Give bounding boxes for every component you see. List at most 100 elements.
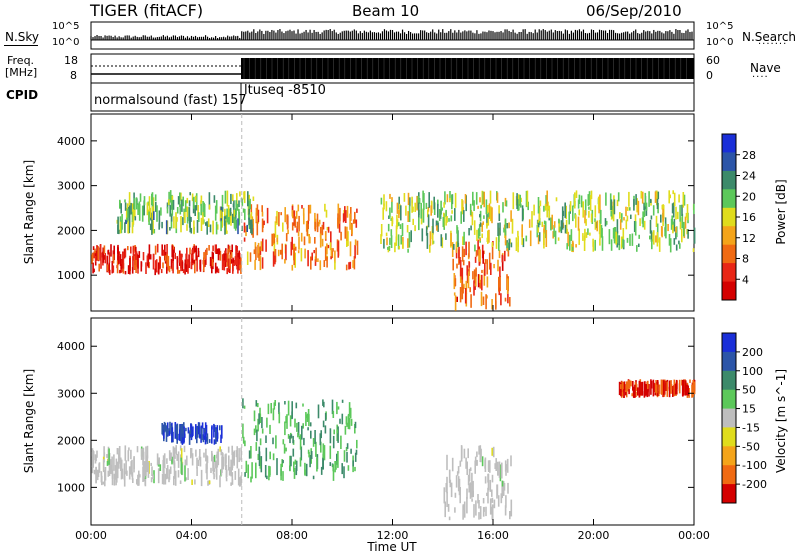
data-cell-1 (175, 424, 177, 434)
data-cell-2 (266, 475, 268, 480)
data-cell-0 (240, 450, 242, 461)
data-cell-3 (454, 278, 457, 286)
data-cell-2 (141, 205, 144, 222)
data-cell-0 (191, 258, 194, 263)
data-cell-4 (643, 212, 645, 218)
data-cell-3 (448, 469, 451, 483)
data-cell-3 (496, 462, 499, 470)
data-cell-4 (657, 191, 660, 200)
data-cell-3 (500, 293, 502, 306)
data-cell-0 (162, 262, 164, 269)
data-cell-2 (248, 194, 250, 200)
data-cell-0 (204, 260, 206, 267)
data-cell-4 (564, 224, 567, 234)
data-cell-3 (461, 283, 464, 300)
data-cell-4 (409, 197, 411, 207)
nave-dots: ···· (752, 72, 769, 83)
data-cell-3 (463, 448, 466, 459)
data-cell-4 (643, 208, 646, 217)
data-cell-2 (252, 196, 255, 201)
data-cell-4 (543, 232, 545, 249)
data-cell-1 (321, 224, 324, 236)
data-cell-4 (495, 237, 498, 249)
data-cell-2 (310, 430, 312, 439)
data-cell-2 (303, 437, 305, 446)
data-cell-2 (340, 435, 342, 449)
data-cell-0 (225, 254, 228, 263)
data-cell-0 (133, 456, 135, 469)
data-cell-2 (290, 455, 292, 467)
data-cell-1 (259, 255, 262, 271)
data-cell-4 (655, 384, 658, 394)
data-cell-1 (185, 427, 187, 432)
data-cell-4 (588, 206, 590, 210)
data-cell-2 (172, 199, 175, 210)
data-cell-3 (464, 288, 467, 304)
data-cell-4 (533, 204, 535, 216)
data-cell-1 (168, 430, 171, 436)
data-cell-0 (174, 254, 176, 260)
data-cell-2 (242, 208, 245, 213)
data-cell-4 (652, 205, 655, 216)
data-cell-2 (341, 413, 344, 425)
data-cell-4 (610, 210, 612, 217)
data-cell-0 (178, 270, 181, 274)
data-cell-0 (155, 259, 158, 273)
data-cell-4 (427, 209, 429, 218)
data-cell-4 (612, 228, 615, 239)
data-cell-0 (212, 458, 214, 472)
data-cell-2 (324, 413, 327, 421)
data-cell-2 (200, 195, 203, 203)
data-cell-4 (615, 231, 617, 245)
data-cell-4 (454, 208, 456, 221)
data-cell-3 (465, 241, 467, 256)
nsearch-label: N.Search (742, 30, 797, 44)
data-cell-4 (389, 207, 391, 218)
data-cell-1 (304, 248, 306, 259)
data-cell-4 (594, 239, 596, 251)
data-cell-2 (151, 219, 153, 235)
data-cell-0 (93, 268, 95, 273)
data-cell-0 (232, 258, 235, 263)
data-cell-4 (558, 218, 560, 224)
data-cell-2 (346, 443, 349, 449)
data-cell-3 (486, 295, 488, 299)
data-cell-4 (472, 191, 474, 206)
data-cell-4 (660, 226, 663, 236)
data-cell-3 (466, 461, 468, 475)
data-cell-2 (242, 423, 244, 439)
data-cell-3 (469, 287, 471, 293)
data-cell-0 (137, 474, 139, 486)
data-cell-4 (407, 248, 409, 253)
data-cell-4 (679, 217, 682, 230)
data-cell-2 (179, 204, 182, 215)
data-cell-1 (297, 204, 300, 212)
data-cell-1 (294, 216, 296, 228)
data-cell-0 (108, 262, 110, 274)
data-cell-0 (176, 453, 178, 461)
data-cell-1 (203, 427, 205, 439)
data-cell-1 (205, 424, 208, 435)
data-cell-2 (246, 224, 248, 232)
data-cell-4 (503, 227, 505, 233)
data-cell-2 (195, 193, 198, 205)
data-cell-4 (630, 380, 632, 387)
data-cell-1 (255, 246, 257, 261)
data-cell-1 (337, 203, 340, 220)
data-cell-2 (297, 432, 299, 438)
data-cell-4 (473, 200, 475, 211)
data-cell-2 (259, 407, 261, 419)
data-cell-4 (592, 241, 595, 252)
data-cell-4 (620, 382, 622, 397)
data-cell-1 (204, 432, 207, 445)
data-cell-2 (287, 400, 290, 416)
data-cell-4 (456, 227, 459, 241)
data-cell-4 (689, 379, 691, 383)
nsky-line (4, 45, 38, 46)
data-cell-0 (112, 254, 115, 264)
data-cell-4 (632, 381, 634, 391)
data-cell-3 (486, 259, 488, 275)
data-cell-4 (486, 214, 488, 227)
data-cell-0 (173, 462, 176, 479)
